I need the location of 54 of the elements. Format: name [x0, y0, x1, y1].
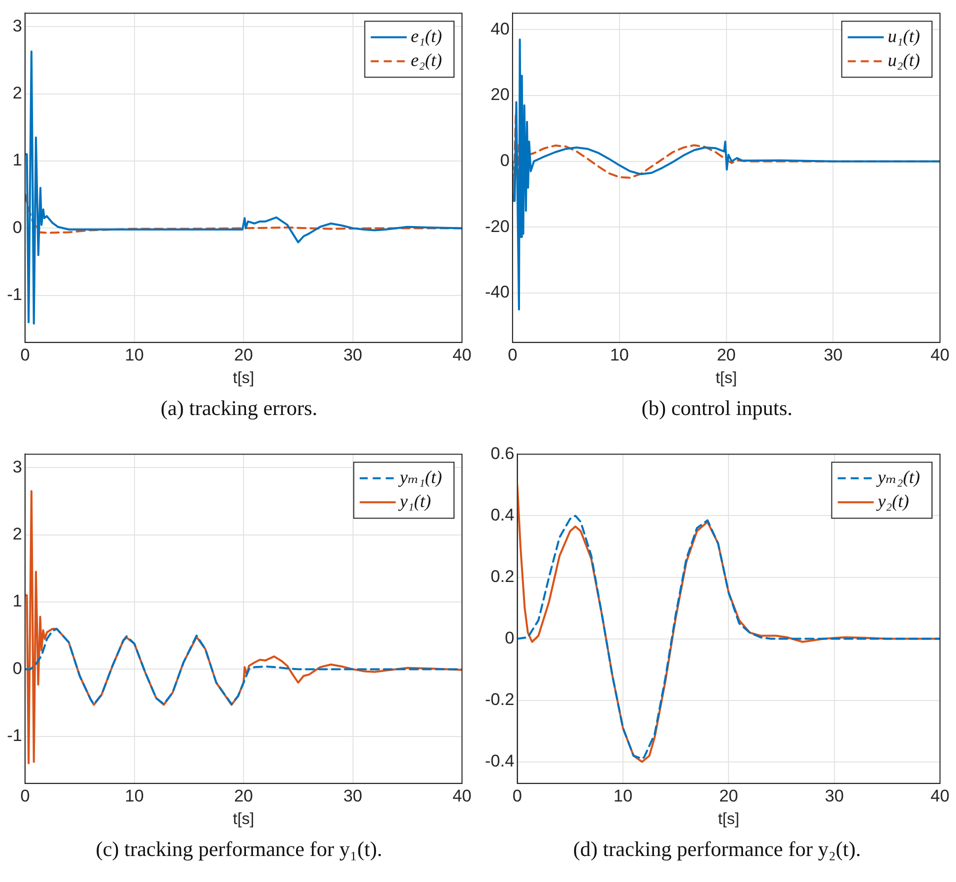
x-tick-label: 40	[930, 345, 950, 364]
text: (a) tracking errors.	[160, 396, 318, 421]
x-axis-title: t[s]	[716, 370, 737, 387]
x-tick-label: 40	[452, 345, 472, 364]
legend-label: yₘ₁(t)	[398, 466, 442, 487]
y-tick-label: -0.4	[484, 752, 514, 771]
y-tick-label: 0.4	[490, 505, 514, 524]
y-tick-label: 20	[490, 85, 510, 104]
x-tick-label: 30	[824, 345, 843, 364]
y-tick-label: 2	[12, 84, 22, 103]
x-tick-label: 40	[452, 786, 472, 806]
x-tick-label: 40	[930, 786, 950, 806]
y-tick-label: 3	[12, 16, 22, 36]
y-tick-label: -20	[484, 216, 510, 236]
y-tick-label: 1	[12, 150, 22, 170]
y-tick-label: 3	[12, 457, 22, 476]
x-tick-label: 20	[234, 345, 254, 364]
legend-label: y₁(t)	[398, 490, 431, 511]
y-tick-label: 1	[12, 592, 22, 611]
y-tick-label: 0	[12, 658, 22, 678]
x-tick-label: 10	[124, 786, 144, 806]
x-tick-label: 30	[343, 786, 362, 806]
line-series	[25, 628, 462, 706]
x-axis-title: t[s]	[718, 810, 740, 828]
legend-label: u₂(t)	[888, 50, 920, 70]
text: (c) tracking performance for y₁(t).	[94, 837, 384, 862]
legend-label: u₁(t)	[888, 26, 920, 46]
legend-label: y₂(t)	[876, 490, 909, 511]
legend-label: yₘ₂(t)	[876, 466, 920, 487]
y-tick-label: 0	[504, 628, 514, 648]
text: (b) control inputs.	[640, 396, 794, 421]
y-tick-label: 2	[12, 524, 22, 544]
x-axis-title: t[s]	[232, 370, 254, 387]
x-tick-label: 20	[234, 786, 254, 806]
x-tick-label: 10	[614, 786, 632, 806]
y-tick-label: 0.6	[490, 444, 514, 463]
legend-label: e₁(t)	[410, 26, 442, 46]
x-tick-label: 20	[716, 345, 736, 364]
y-tick-label: -40	[484, 282, 510, 302]
y-tick-label: 0.2	[490, 566, 514, 586]
x-tick-label: 30	[824, 786, 844, 806]
y-tick-label: 0	[500, 151, 510, 170]
y-tick-label: -1	[6, 285, 22, 304]
y-tick-label: 0	[12, 218, 22, 237]
x-tick-label: 20	[719, 786, 738, 806]
y-tick-label: 40	[490, 19, 510, 38]
y-tick-label: -1	[6, 726, 22, 746]
text: (d) tracking performance for y₂(t).	[572, 837, 862, 862]
legend-label: e₂(t)	[410, 50, 442, 70]
x-axis-title: t[s]	[232, 810, 254, 828]
y-tick-label: -0.2	[484, 690, 514, 710]
x-tick-label: 10	[124, 345, 144, 364]
x-tick-label: 10	[610, 345, 629, 364]
x-tick-label: 30	[343, 345, 362, 364]
